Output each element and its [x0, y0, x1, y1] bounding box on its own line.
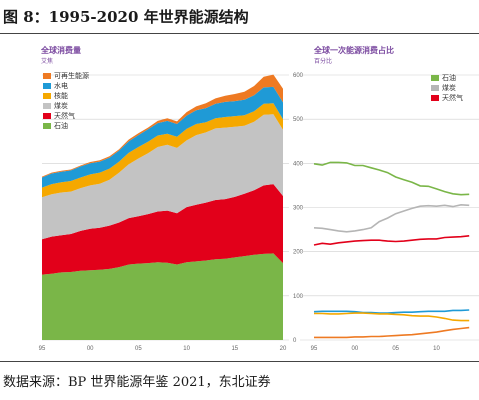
- legend-swatch: [43, 73, 51, 79]
- x-tick-label: 20: [280, 346, 287, 352]
- y-tick-label: 500: [293, 117, 304, 123]
- area-石油: [42, 253, 283, 340]
- top-rule: [0, 33, 479, 34]
- legend-label: 煤炭: [54, 101, 68, 110]
- x-tick-label: 10: [433, 346, 440, 352]
- legend-label: 石油: [54, 121, 68, 130]
- line-核能: [314, 312, 470, 322]
- x-tick-label: 10: [183, 346, 190, 352]
- x-tick-label: 95: [311, 346, 318, 352]
- y-tick-label: 400: [293, 161, 304, 167]
- line-石油: [313, 161, 470, 196]
- source-note: 数据来源：BP 世界能源年鉴 2021，东北证券: [3, 375, 271, 390]
- legend-swatch: [43, 113, 51, 119]
- y-tick-label: 600: [293, 73, 304, 79]
- right-chart-subtitle: 百分比: [314, 59, 333, 65]
- legend-label: 天然气: [442, 93, 463, 102]
- legend-label: 水电: [54, 81, 68, 90]
- area-天然气: [42, 184, 283, 275]
- y-tick-label: 300: [293, 206, 304, 212]
- line-煤炭: [313, 203, 470, 233]
- x-tick-label: 05: [135, 346, 142, 352]
- y-tick-label: 200: [293, 250, 304, 256]
- left-chart-subtitle: 艾焦: [41, 59, 54, 65]
- legend-swatch: [43, 93, 51, 99]
- line-可再生能源: [314, 326, 470, 339]
- legend-label: 煤炭: [442, 83, 456, 92]
- right-chart-title: 全球一次能源消费占比: [314, 46, 394, 55]
- x-tick-label: 00: [351, 346, 358, 352]
- x-tick-label: 05: [392, 346, 399, 352]
- figure-title: 图 8：1995-2020 年世界能源结构: [3, 8, 249, 26]
- x-tick-label: 00: [87, 346, 94, 352]
- legend-label: 天然气: [54, 111, 75, 120]
- legend-swatch: [43, 123, 51, 129]
- area-核能: [42, 103, 283, 198]
- left-chart-title: 全球消费量: [41, 46, 81, 55]
- legend-label: 核能: [54, 91, 68, 100]
- legend-swatch: [43, 103, 51, 109]
- left-area-chart: 0 100 200 300 400 500 600 95 00 05 10 15 20 可再生能源水电核能…: [39, 71, 304, 352]
- legend-swatch: [431, 95, 439, 101]
- legend-label: 可再生能源: [54, 71, 89, 80]
- area-煤炭: [42, 114, 283, 240]
- y-tick-label: 0: [293, 338, 297, 344]
- legend-swatch: [431, 85, 439, 91]
- x-tick-label: 15: [231, 346, 238, 352]
- area-水电: [42, 86, 283, 188]
- legend-swatch: [43, 83, 51, 89]
- legend-swatch: [431, 75, 439, 81]
- legend-label: 石油: [442, 73, 456, 82]
- line-水电: [313, 309, 470, 314]
- line-天然气: [313, 235, 470, 246]
- bottom-rule: [0, 361, 479, 362]
- area-可再生能源: [42, 74, 283, 178]
- y-tick-label: 100: [293, 294, 304, 300]
- x-tick-label: 95: [39, 346, 46, 352]
